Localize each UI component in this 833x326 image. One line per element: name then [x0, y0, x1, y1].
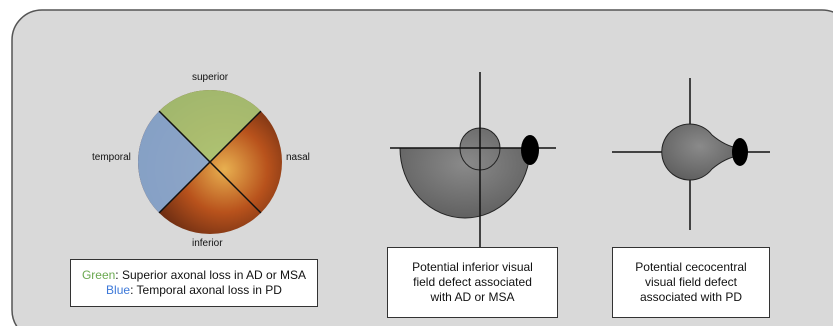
caption-line: visual field defect: [613, 275, 769, 290]
legend-text: : Temporal axonal loss in PD: [130, 283, 282, 297]
figure: superior temporal nasal inferior Green: …: [0, 0, 833, 326]
legend: Green: Superior axonal loss in AD or MSA…: [70, 259, 318, 307]
caption-line: field defect associated: [388, 275, 557, 290]
label: superior: [192, 72, 228, 83]
label: inferior: [192, 238, 223, 249]
legend-text: : Superior axonal loss in AD or MSA: [115, 268, 306, 282]
caption-line: Potential cecocentral: [613, 260, 769, 275]
caption: Potential inferior visual field defect a…: [387, 247, 558, 318]
caption-line: with AD or MSA: [388, 290, 557, 305]
label: nasal: [286, 152, 310, 163]
caption-line: Potential inferior visual: [388, 260, 557, 275]
legend-key: Blue: [106, 283, 130, 297]
caption-line: associated with PD: [613, 290, 769, 305]
caption: Potential cecocentral visual field defec…: [612, 247, 770, 318]
label: temporal: [92, 152, 131, 163]
legend-key: Green: [82, 268, 115, 282]
fundus: [138, 90, 282, 234]
